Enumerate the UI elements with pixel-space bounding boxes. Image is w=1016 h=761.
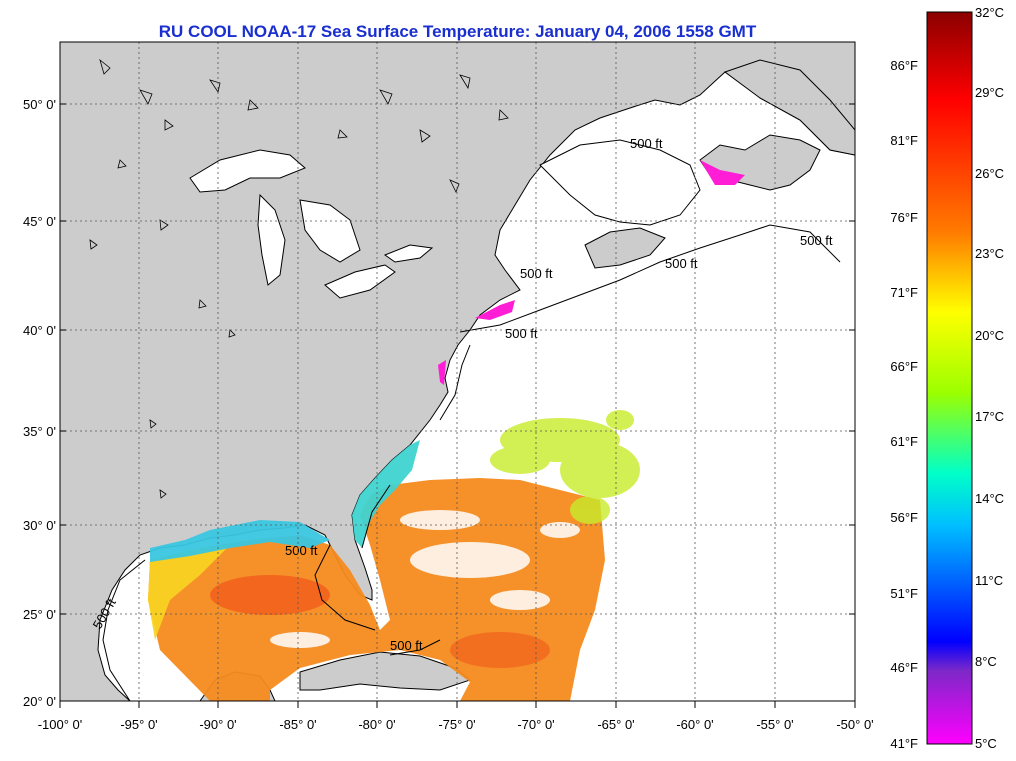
- map-title: RU COOL NOAA-17 Sea Surface Temperature:…: [158, 22, 757, 41]
- colorbar-fahrenheit-label: 51°F: [890, 586, 918, 601]
- contour-label: 500 ft: [505, 326, 538, 341]
- colorbar-celsius-label: 17°C: [975, 409, 1004, 424]
- colorbar-celsius-label: 20°C: [975, 328, 1004, 343]
- colorbar-celsius-label: 5°C: [975, 736, 997, 751]
- sst-warm-core: [210, 575, 330, 615]
- colorbar-celsius-label: 14°C: [975, 491, 1004, 506]
- land-labrador: [723, 59, 855, 156]
- lat-tick-label: 20° 0': [23, 694, 56, 709]
- colorbar-celsius-label: 32°C: [975, 5, 1004, 20]
- lat-tick-label: 45° 0': [23, 214, 56, 229]
- lat-tick-label: 35° 0': [23, 424, 56, 439]
- lon-tick-label: -85° 0': [279, 717, 316, 732]
- colorbar-fahrenheit-label: 61°F: [890, 434, 918, 449]
- sst-offshore-patches: [490, 410, 640, 524]
- sst-gulf-shelf-cold: [150, 520, 330, 562]
- lat-tick-label: 40° 0': [23, 323, 56, 338]
- contour-label: 500 ft: [520, 266, 553, 281]
- lon-tick-label: -50° 0': [836, 717, 873, 732]
- contour-label: 500 ft: [390, 638, 423, 653]
- colorbar-celsius-label: 23°C: [975, 246, 1004, 261]
- colorbar-fahrenheit-label: 76°F: [890, 210, 918, 225]
- sst-coldest-patches: [438, 160, 745, 385]
- lon-tick-label: -95° 0': [120, 717, 157, 732]
- colorbar-fahrenheit-label: 46°F: [890, 660, 918, 675]
- colorbar-fahrenheit-labels: 86°F 81°F 76°F 71°F 66°F 61°F 56°F 51°F 46°F 41°F: [890, 58, 918, 751]
- great-lakes: [189, 149, 434, 299]
- lat-tick-label: 30° 0': [23, 518, 56, 533]
- lat-tick-label: 25° 0': [23, 607, 56, 622]
- contour-label: 500 ft: [285, 543, 318, 558]
- inland-lake-outlines: [89, 58, 509, 499]
- sst-cool-shelf: [148, 545, 230, 640]
- lon-tick-label: -90° 0': [199, 717, 236, 732]
- colorbar-fahrenheit-label: 41°F: [890, 736, 918, 751]
- lon-tick-label: -60° 0': [676, 717, 713, 732]
- colorbar-celsius-label: 26°C: [975, 166, 1004, 181]
- map-plot-area: 500 ft 500 ft 500 ft 500 ft 500 ft 500 f…: [60, 42, 855, 701]
- colorbar-fahrenheit-label: 86°F: [890, 58, 918, 73]
- gulf-st-lawrence: [539, 139, 701, 226]
- colorbar-celsius-label: 29°C: [975, 85, 1004, 100]
- land-nova-scotia: [584, 227, 666, 269]
- lon-tick-label: -75° 0': [438, 717, 475, 732]
- colorbar-fahrenheit-label: 66°F: [890, 359, 918, 374]
- lon-tick-label: -80° 0': [358, 717, 395, 732]
- lon-tick-label: -65° 0': [597, 717, 634, 732]
- colorbar-fahrenheit-label: 56°F: [890, 510, 918, 525]
- sst-warm-core-2: [450, 632, 550, 668]
- contour-label: 500 ft: [800, 233, 833, 248]
- colorbar-fahrenheit-label: 71°F: [890, 285, 918, 300]
- bathymetry-contours: [102, 224, 841, 701]
- contour-label: 500 ft: [665, 256, 698, 271]
- latitude-labels: 50° 0' 45° 0' 40° 0' 35° 0' 30° 0' 25° 0' 20° …: [23, 97, 855, 709]
- land-cuba: [299, 651, 472, 691]
- longitude-labels: -100° 0' -95° 0' -90° 0' -85° 0' -80° 0' -75°…: [38, 701, 874, 732]
- lon-tick-label: -55° 0': [756, 717, 793, 732]
- lon-tick-label: -70° 0': [517, 717, 554, 732]
- lat-tick-label: 50° 0': [23, 97, 56, 112]
- contour-label: 500 ft: [630, 136, 663, 151]
- colorbar-celsius-labels: 32°C 29°C 26°C 23°C 20°C 17°C 14°C 11°C 8°C 5°C: [975, 5, 1004, 751]
- lon-tick-label: -100° 0': [38, 717, 83, 732]
- colorbar: [926, 11, 973, 745]
- colorbar-celsius-label: 11°C: [975, 573, 1003, 588]
- colorbar-fahrenheit-label: 81°F: [890, 133, 918, 148]
- colorbar-celsius-label: 8°C: [975, 654, 997, 669]
